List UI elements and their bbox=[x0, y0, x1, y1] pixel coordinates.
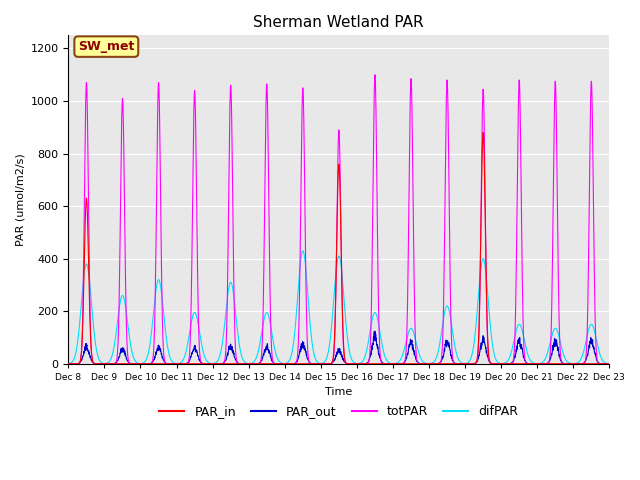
Y-axis label: PAR (umol/m2/s): PAR (umol/m2/s) bbox=[15, 153, 25, 246]
Title: Sherman Wetland PAR: Sherman Wetland PAR bbox=[253, 15, 424, 30]
X-axis label: Time: Time bbox=[325, 387, 353, 397]
Legend: PAR_in, PAR_out, totPAR, difPAR: PAR_in, PAR_out, totPAR, difPAR bbox=[154, 400, 523, 423]
Text: SW_met: SW_met bbox=[78, 40, 134, 53]
